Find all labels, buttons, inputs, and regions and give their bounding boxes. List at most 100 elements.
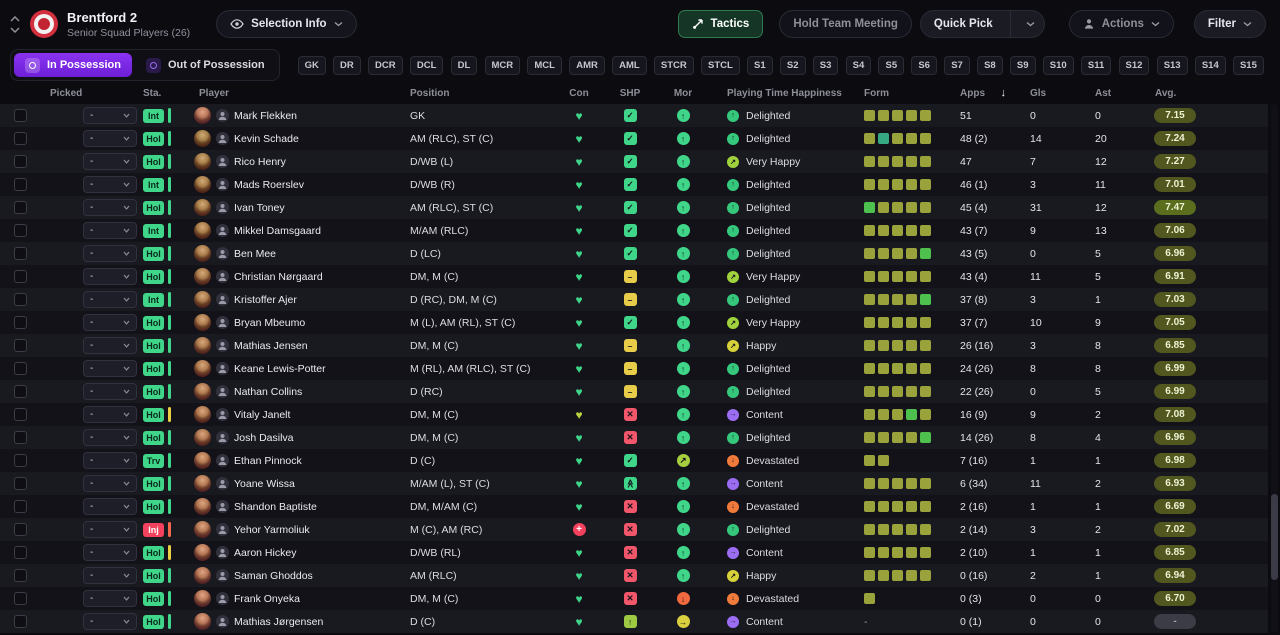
table-row[interactable]: - Hol Frank Onyeka DM, M (C) ♥ ✕ ↓ ↓ Dev… [0,587,1268,610]
row-checkbox[interactable] [14,109,27,122]
position-chip-s7[interactable]: S7 [944,55,970,75]
table-row[interactable]: - Inj Yehor Yarmoliuk M (C), AM (RC) + ✕… [0,518,1268,541]
player-name[interactable]: Shandon Baptiste [234,500,317,513]
column-header-sharpness[interactable]: SHP [619,87,641,99]
column-header-average[interactable]: Avg. [1155,87,1177,99]
player-profile-icon[interactable] [216,109,229,122]
row-checkbox[interactable] [14,247,27,260]
position-chip-s10[interactable]: S10 [1042,55,1074,75]
player-name[interactable]: Yoane Wissa [234,477,295,490]
player-profile-icon[interactable] [216,339,229,352]
picked-dropdown[interactable]: - [83,222,137,239]
picked-dropdown[interactable]: - [83,337,137,354]
picked-dropdown[interactable]: - [83,314,137,331]
row-checkbox[interactable] [14,592,27,605]
row-checkbox[interactable] [14,500,27,513]
picked-dropdown[interactable]: - [83,153,137,170]
row-checkbox[interactable] [14,224,27,237]
column-header-assists[interactable]: Ast [1095,87,1112,99]
table-row[interactable]: - Hol Ben Mee D (LC) ♥ ✓ ↑ ↑ Delighted 4… [0,242,1268,265]
picked-dropdown[interactable]: - [83,406,137,423]
row-checkbox[interactable] [14,385,27,398]
picked-dropdown[interactable]: - [83,245,137,262]
table-row[interactable]: - Hol Yoane Wissa M/AM (L), ST (C) ♥ ≫ ↑… [0,472,1268,495]
player-name[interactable]: Christian Nørgaard [234,270,323,283]
position-chip-s8[interactable]: S8 [977,55,1003,75]
player-profile-icon[interactable] [216,454,229,467]
position-chip-s4[interactable]: S4 [845,55,872,75]
column-header-player[interactable]: Player [199,87,230,99]
picked-dropdown[interactable]: - [83,521,137,538]
picked-dropdown[interactable]: - [83,590,137,607]
position-chip-s12[interactable]: S12 [1118,55,1150,75]
player-profile-icon[interactable] [216,270,229,283]
position-chip-s2[interactable]: S2 [779,55,806,75]
column-header-goals[interactable]: Gls [1030,87,1047,99]
filter-button[interactable]: Filter [1193,10,1266,38]
row-checkbox[interactable] [14,431,27,444]
column-header-form[interactable]: Form [864,87,889,99]
tactics-button[interactable]: Tactics [677,10,764,38]
picked-dropdown[interactable]: - [83,613,137,630]
row-checkbox[interactable] [14,316,27,329]
position-chip-dcl[interactable]: DCL [409,55,444,75]
row-checkbox[interactable] [14,362,27,375]
player-name[interactable]: Vitaly Janelt [234,408,291,421]
player-name[interactable]: Nathan Collins [234,385,303,398]
player-profile-icon[interactable] [216,385,229,398]
player-profile-icon[interactable] [216,155,229,168]
player-name[interactable]: Kevin Schade [234,132,299,145]
row-checkbox[interactable] [14,339,27,352]
player-profile-icon[interactable] [216,569,229,582]
player-profile-icon[interactable] [216,316,229,329]
tab-out-of-possession[interactable]: Out of Possession [135,53,276,77]
picked-dropdown[interactable]: - [83,544,137,561]
table-row[interactable]: - Hol Christian Nørgaard DM, M (C) ♥ – ↑… [0,265,1268,288]
player-profile-icon[interactable] [216,523,229,536]
player-name[interactable]: Rico Henry [234,155,286,168]
position-chip-s15[interactable]: S15 [1232,55,1264,75]
table-row[interactable]: - Hol Aaron Hickey D/WB (RL) ♥ ✕ ↑ → Con… [0,541,1268,564]
table-row[interactable]: - Int Mark Flekken GK ♥ ✓ ↑ ↑ Delighted … [0,104,1268,127]
row-checkbox[interactable] [14,178,27,191]
position-chip-gk[interactable]: GK [297,55,326,75]
column-header-happiness[interactable]: Playing Time Happiness [727,87,842,99]
row-checkbox[interactable] [14,477,27,490]
player-profile-icon[interactable] [216,293,229,306]
table-row[interactable]: - Int Mads Roerslev D/WB (R) ♥ ✓ ↑ ↑ Del… [0,173,1268,196]
actions-button[interactable]: Actions [1068,10,1174,38]
player-name[interactable]: Aaron Hickey [234,546,297,559]
table-row[interactable]: - Hol Mathias Jørgensen D (C) ♥ ↑ → → Co… [0,610,1268,633]
picked-dropdown[interactable]: - [83,291,137,308]
row-checkbox[interactable] [14,201,27,214]
table-row[interactable]: - Int Mikkel Damsgaard M/AM (RLC) ♥ ✓ ↑ … [0,219,1268,242]
position-chip-aml[interactable]: AML [612,55,647,75]
column-header-position[interactable]: Position [410,87,450,99]
column-header-status[interactable]: Sta. [143,87,162,99]
position-chip-s1[interactable]: S1 [747,55,773,75]
table-row[interactable]: - Hol Rico Henry D/WB (L) ♥ ✓ ↑ ↗ Very H… [0,150,1268,173]
picked-dropdown[interactable]: - [83,498,137,515]
scrollbar-thumb[interactable] [1271,494,1278,580]
table-row[interactable]: - Hol Bryan Mbeumo M (L), AM (RL), ST (C… [0,311,1268,334]
row-checkbox[interactable] [14,615,27,628]
player-name[interactable]: Frank Onyeka [234,592,300,605]
chevron-down-icon[interactable] [10,26,20,33]
picked-dropdown[interactable]: - [83,176,137,193]
player-profile-icon[interactable] [216,178,229,191]
player-name[interactable]: Saman Ghoddos [234,569,313,582]
player-profile-icon[interactable] [216,500,229,513]
picked-dropdown[interactable]: - [83,268,137,285]
row-checkbox[interactable] [14,546,27,559]
player-name[interactable]: Mikkel Damsgaard [234,224,321,237]
player-profile-icon[interactable] [216,224,229,237]
player-profile-icon[interactable] [216,408,229,421]
column-header-morale[interactable]: Mor [673,87,693,99]
row-checkbox[interactable] [14,270,27,283]
row-checkbox[interactable] [14,569,27,582]
row-checkbox[interactable] [14,408,27,421]
table-row[interactable]: - Hol Shandon Baptiste DM, M/AM (C) ♥ ✕ … [0,495,1268,518]
column-header-apps[interactable]: Apps ↓ [946,87,1014,99]
position-chip-stcr[interactable]: STCR [653,55,694,75]
column-header-picked[interactable]: Picked [50,87,83,99]
